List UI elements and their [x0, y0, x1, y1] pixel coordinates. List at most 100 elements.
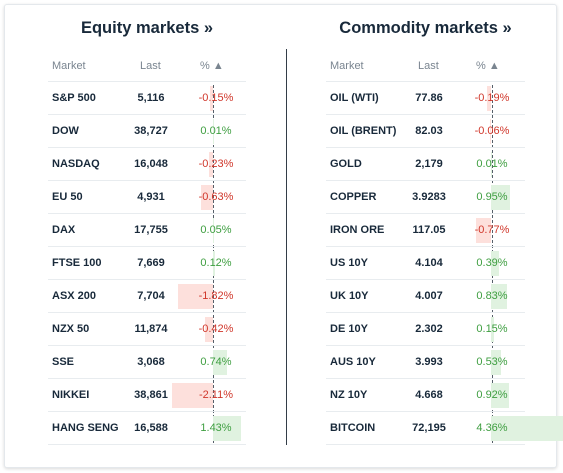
table-row[interactable]: UK 10Y 4.007 0.83%	[326, 280, 525, 313]
table-row[interactable]: COPPER 3.9283 0.95%	[326, 181, 525, 214]
last-price: 16,588	[134, 422, 168, 434]
last-price: 4.007	[415, 290, 443, 302]
percent-change: -0.19%	[474, 92, 510, 104]
table-row[interactable]: NZX 50 11,874 -0.42%	[48, 313, 246, 346]
equity-rows: S&P 500 5,116 -0.15% DOW 38,727 0.01% NASDAQ 16…	[48, 82, 246, 445]
change-bar	[171, 383, 213, 408]
table-row[interactable]: GOLD 2,179 0.01%	[326, 148, 525, 181]
market-name[interactable]: GOLD	[330, 158, 362, 170]
change-bar	[213, 218, 214, 243]
change-bar	[200, 185, 213, 210]
change-bar	[491, 350, 502, 375]
percent-change: 4.36%	[476, 422, 508, 434]
column-header-last: Last	[418, 60, 439, 72]
market-name[interactable]: OIL (BRENT)	[330, 125, 397, 137]
market-name[interactable]: COPPER	[330, 191, 377, 203]
market-name[interactable]: NIKKEI	[52, 389, 90, 401]
percent-change: 0.12%	[200, 257, 232, 269]
percent-change: 0.95%	[476, 191, 508, 203]
last-price: 38,861	[134, 389, 168, 401]
table-row[interactable]: NIKKEI 38,861 -2.11%	[48, 379, 246, 412]
market-name[interactable]: AUS 10Y	[330, 356, 376, 368]
table-row[interactable]: HANG SENG 16,588 1.43%	[48, 412, 246, 445]
market-name[interactable]: FTSE 100	[52, 257, 102, 269]
last-price: 82.03	[415, 125, 443, 137]
last-price: 77.86	[415, 92, 443, 104]
percent-change: 0.15%	[476, 323, 508, 335]
market-name[interactable]: NZX 50	[52, 323, 90, 335]
table-row[interactable]: S&P 500 5,116 -0.15%	[48, 82, 246, 115]
last-price: 2.302	[415, 323, 443, 335]
change-bar	[491, 185, 510, 210]
market-name[interactable]: US 10Y	[330, 257, 368, 269]
table-row[interactable]: ASX 200 7,704 -1.82%	[48, 280, 246, 313]
change-bar	[213, 119, 214, 144]
change-bar	[213, 350, 228, 375]
change-bar	[491, 152, 492, 177]
market-name[interactable]: BITCOIN	[330, 422, 376, 434]
table-row[interactable]: BITCOIN 72,195 4.36%	[326, 412, 563, 445]
last-price: 4.668	[415, 389, 443, 401]
table-row[interactable]: FTSE 100 7,669 0.12%	[48, 247, 246, 280]
market-name[interactable]: IRON ORE	[330, 224, 385, 236]
equity-markets-link[interactable]: Equity markets »	[80, 19, 214, 37]
percent-change: -0.63%	[198, 191, 234, 203]
table-row[interactable]: DOW 38,727 0.01%	[48, 115, 246, 148]
percent-change: 1.43%	[200, 422, 232, 434]
table-row[interactable]: OIL (WTI) 77.86 -0.19%	[326, 82, 525, 115]
table-row[interactable]: NASDAQ 16,048 -0.23%	[48, 148, 246, 181]
table-row[interactable]: OIL (BRENT) 82.03 -0.06%	[326, 115, 525, 148]
percent-change: -2.11%	[198, 389, 234, 401]
market-name[interactable]: DAX	[52, 224, 76, 236]
change-bar	[489, 119, 491, 144]
change-bar	[213, 251, 216, 276]
last-price: 11,874	[134, 323, 168, 335]
table-row[interactable]: DE 10Y 2.302 0.15%	[326, 313, 525, 346]
market-name[interactable]: SSE	[52, 356, 75, 368]
last-price: 117.05	[412, 224, 446, 236]
percent-change: 0.05%	[200, 224, 232, 236]
change-bar	[208, 152, 213, 177]
last-price: 38,727	[134, 125, 168, 137]
table-row[interactable]: SSE 3,068 0.74%	[48, 346, 246, 379]
column-header-percent-sort[interactable]: % ▲	[200, 60, 224, 72]
table-row[interactable]: AUS 10Y 3.993 0.53%	[326, 346, 525, 379]
last-price: 5,116	[137, 92, 165, 104]
percent-change: 0.01%	[200, 125, 232, 137]
last-price: 3,068	[137, 356, 165, 368]
market-name[interactable]: DOW	[52, 125, 79, 137]
market-name[interactable]: ASX 200	[52, 290, 97, 302]
market-name[interactable]: EU 50	[52, 191, 83, 203]
market-name[interactable]: NZ 10Y	[330, 389, 368, 401]
market-name[interactable]: S&P 500	[52, 92, 96, 104]
table-row[interactable]: IRON ORE 117.05 -0.77%	[326, 214, 525, 247]
commodity-rows: OIL (WTI) 77.86 -0.19% OIL (BRENT) 82.03 -0.0…	[326, 82, 563, 445]
market-name[interactable]: HANG SENG	[52, 422, 119, 434]
last-price: 3.9283	[412, 191, 446, 203]
percent-change: -0.15%	[198, 92, 234, 104]
last-price: 2,179	[415, 158, 443, 170]
change-bar	[210, 86, 213, 111]
percent-change: -0.23%	[198, 158, 234, 170]
last-price: 72,195	[412, 422, 446, 434]
percent-change: 0.74%	[200, 356, 232, 368]
market-name[interactable]: NASDAQ	[52, 158, 100, 170]
market-name[interactable]: DE 10Y	[330, 323, 368, 335]
last-price: 4,931	[137, 191, 165, 203]
last-price: 17,755	[134, 224, 168, 236]
change-bar	[491, 383, 509, 408]
table-row[interactable]: NZ 10Y 4.668 0.92%	[326, 379, 525, 412]
column-header-percent-sort[interactable]: % ▲	[476, 60, 500, 72]
market-name[interactable]: OIL (WTI)	[330, 92, 379, 104]
percent-change: 0.53%	[476, 356, 508, 368]
percent-change: 0.01%	[476, 158, 508, 170]
table-row[interactable]: EU 50 4,931 -0.63%	[48, 181, 246, 214]
column-header-last: Last	[140, 60, 161, 72]
market-name[interactable]: UK 10Y	[330, 290, 369, 302]
last-price: 3.993	[415, 356, 443, 368]
table-row[interactable]: DAX 17,755 0.05%	[48, 214, 246, 247]
table-row[interactable]: US 10Y 4.104 0.39%	[326, 247, 525, 280]
change-bar	[491, 284, 508, 309]
change-bar	[204, 317, 213, 342]
commodity-markets-link[interactable]: Commodity markets »	[339, 19, 512, 37]
